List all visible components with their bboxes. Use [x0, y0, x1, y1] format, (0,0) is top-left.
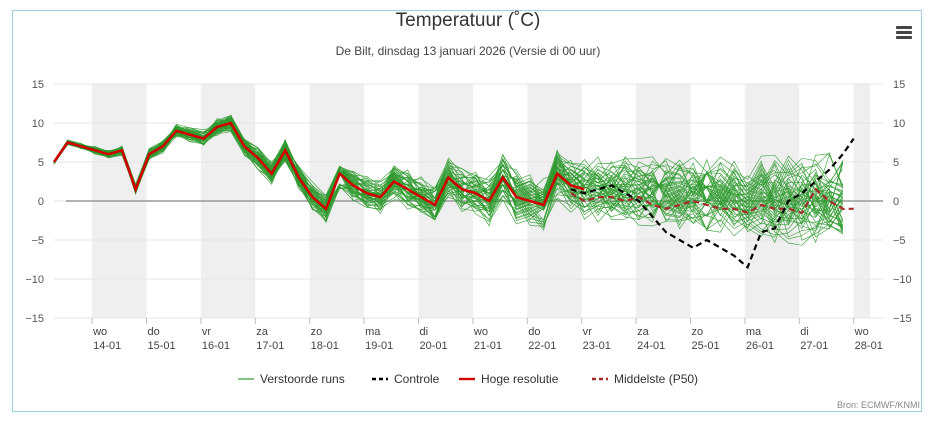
y-tick-left: −5 [31, 235, 44, 247]
x-tick-day: wo [854, 326, 869, 338]
ensemble-member-line [53, 122, 844, 215]
ensemble-member-line [53, 117, 844, 203]
chart-title: Temperatuur (˚C) [395, 10, 541, 31]
x-tick-day: di [800, 326, 809, 338]
x-tick-day: ma [365, 326, 381, 338]
x-tick-date: 25-01 [691, 340, 719, 352]
x-tick-day: wo [92, 326, 107, 338]
x-tick-day: za [256, 326, 269, 338]
ensemble-member-line [53, 126, 844, 222]
ensemble-member-line [53, 117, 844, 213]
x-tick-day: do [528, 326, 540, 338]
x-tick-date: 19-01 [365, 340, 393, 352]
y-tick-right: 10 [893, 118, 905, 130]
x-tick-date: 21-01 [474, 340, 502, 352]
x-tick-day: zo [691, 326, 703, 338]
x-tick-date: 14-01 [93, 340, 121, 352]
y-tick-right: 15 [893, 79, 905, 91]
x-tick-day: za [637, 326, 650, 338]
ensemble-member-line [53, 121, 843, 236]
p50-line [570, 187, 854, 214]
y-tick-right: −5 [893, 235, 906, 247]
y-tick-left: 10 [32, 118, 44, 130]
x-tick-day: di [419, 326, 428, 338]
y-tick-left: −15 [25, 313, 44, 325]
x-tick-day: wo [473, 326, 488, 338]
y-tick-left: 0 [38, 196, 44, 208]
legend-item-0: Verstoorde runs [260, 372, 345, 386]
y-tick-right: −15 [893, 313, 912, 325]
x-tick-date: 17-01 [256, 340, 284, 352]
ensemble-member-line [53, 127, 844, 238]
chart-subtitle: De Bilt, dinsdag 13 januari 2026 (Versie… [335, 44, 601, 58]
x-tick-day: vr [583, 326, 593, 338]
y-tick-left: 15 [32, 79, 44, 91]
source-credit: Bron: ECMWF/KNMI [836, 400, 920, 410]
x-tick-day: do [147, 326, 159, 338]
x-tick-date: 26-01 [746, 340, 774, 352]
x-tick-date: 20-01 [419, 340, 447, 352]
x-tick-day: ma [746, 326, 762, 338]
y-tick-left: −10 [25, 274, 44, 286]
x-tick-date: 23-01 [583, 340, 611, 352]
x-tick-date: 24-01 [637, 340, 665, 352]
ensemble-member-line [53, 127, 843, 246]
legend-item-1: Controle [394, 372, 440, 386]
hamburger-menu-icon[interactable] [896, 26, 912, 40]
y-tick-right: −10 [893, 274, 912, 286]
x-tick-date: 18-01 [311, 340, 339, 352]
legend-item-3: Middelste (P50) [614, 372, 698, 386]
x-tick-date: 16-01 [202, 340, 230, 352]
ensemble-member-line [53, 126, 843, 244]
legend-item-2: Hoge resolutie [481, 372, 559, 386]
x-tick-day: vr [202, 326, 212, 338]
y-tick-right: 0 [893, 196, 899, 208]
ensemble-member-line [53, 121, 844, 210]
ensemble-member-line [53, 126, 844, 227]
hires-line [52, 121, 585, 211]
x-tick-day: zo [311, 326, 323, 338]
y-tick-right: 5 [893, 157, 899, 169]
ensemble-member-line [53, 118, 843, 208]
x-tick-date: 28-01 [855, 340, 883, 352]
x-tick-date: 22-01 [528, 340, 556, 352]
x-tick-date: 15-01 [147, 340, 175, 352]
y-tick-left: 5 [38, 157, 44, 169]
x-tick-date: 27-01 [800, 340, 828, 352]
controle-line [570, 137, 855, 270]
ensemble-members [53, 114, 844, 246]
